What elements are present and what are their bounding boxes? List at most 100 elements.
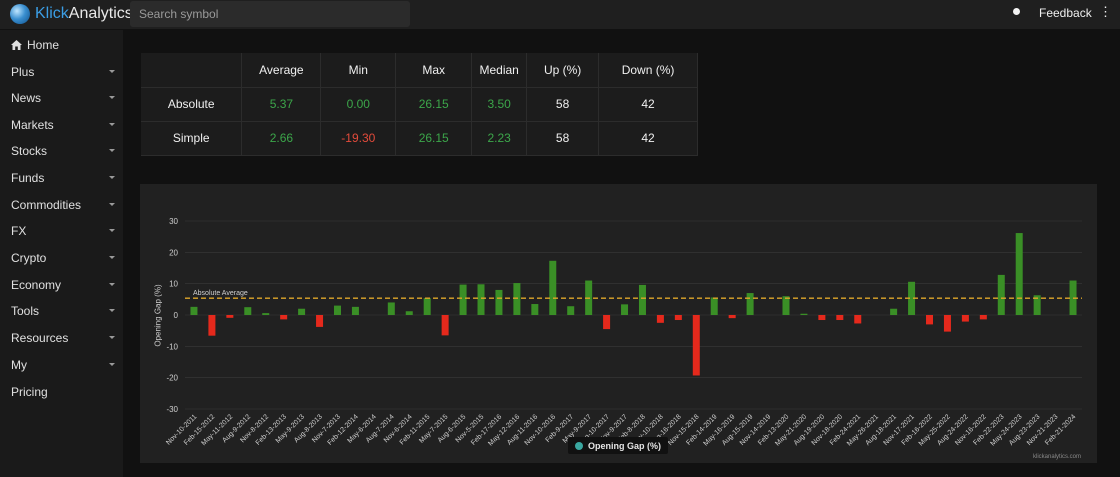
bar: [333, 305, 341, 315]
sidebar-item-label: News: [11, 91, 42, 105]
bar: [890, 308, 898, 315]
max-cell: 26.15: [395, 87, 473, 122]
max-cell: 26.15: [395, 121, 473, 156]
bar: [854, 315, 862, 324]
row-label: Absolute: [141, 87, 243, 122]
bar: [495, 289, 503, 315]
bar: [638, 284, 646, 315]
feedback-link[interactable]: Feedback: [1039, 6, 1092, 20]
y-tick-label: 0: [174, 311, 179, 320]
search-input[interactable]: Search symbol: [130, 1, 410, 27]
median-cell: 2.23: [471, 121, 528, 156]
sidebar-item-commodities[interactable]: Commodities: [11, 195, 119, 215]
sidebar-item-markets[interactable]: Markets: [11, 115, 119, 135]
sidebar-item-resources[interactable]: Resources: [11, 328, 119, 348]
bar: [800, 313, 808, 315]
legend-swatch-icon: [575, 441, 583, 450]
table-row: Simple 2.66 -19.30 26.15 2.23 58 42: [141, 121, 698, 156]
sidebar-item-label: Economy: [11, 278, 62, 292]
brand-name: KlickAnalytics: [35, 5, 133, 22]
top-navigation-bar: KlickAnalytics Search symbol Feedback ⋮: [0, 0, 1120, 30]
sidebar-item-label: Crypto: [11, 251, 47, 265]
down-percent-cell: 42: [598, 87, 698, 122]
chevron-down-icon: [109, 123, 115, 126]
table-header-row: Average Min Max Median Up (%) Down (%): [141, 53, 698, 88]
bar: [387, 302, 395, 315]
y-tick-label: -10: [166, 342, 178, 351]
main-content: Average Min Max Median Up (%) Down (%) A…: [123, 30, 1120, 477]
chart-legend[interactable]: Opening Gap (%): [568, 437, 668, 454]
row-label: Simple: [141, 121, 243, 156]
bar: [244, 307, 252, 315]
column-header: Max: [395, 53, 473, 88]
bar: [836, 315, 844, 321]
bar: [961, 315, 969, 322]
bar: [997, 274, 1005, 315]
sidebar-item-label: Home: [27, 38, 60, 52]
bar: [298, 308, 306, 315]
brand-logo[interactable]: KlickAnalytics: [10, 4, 133, 24]
bar: [280, 315, 288, 320]
sidebar-item-pricing[interactable]: Pricing: [11, 382, 119, 402]
sidebar-item-my[interactable]: My: [11, 355, 119, 375]
y-tick-label: 30: [169, 217, 178, 226]
bar: [405, 311, 413, 315]
bar: [746, 293, 754, 315]
sidebar-item-label: Tools: [11, 304, 40, 318]
sidebar-item-fx[interactable]: FX: [11, 221, 119, 241]
column-header: Median: [471, 53, 528, 88]
theme-toggle-dot-icon[interactable]: [1013, 8, 1020, 15]
sidebar-item-plus[interactable]: Plus: [11, 62, 119, 82]
bar: [316, 315, 324, 327]
opening-gap-chart: 30 20 10 0 -10 -20 -30 Nov-10-2011 Feb-15-2012 Ma…: [140, 184, 1097, 463]
kebab-menu-icon[interactable]: ⋮: [1099, 4, 1112, 19]
bar: [782, 296, 790, 315]
min-cell: -19.30: [320, 121, 397, 156]
sidebar-item-label: Commodities: [11, 198, 82, 212]
chevron-down-icon: [109, 363, 115, 366]
sidebar-item-tools[interactable]: Tools: [11, 301, 119, 321]
stats-table: Average Min Max Median Up (%) Down (%) A…: [141, 53, 698, 156]
median-cell: 3.50: [471, 87, 528, 122]
chevron-down-icon: [109, 256, 115, 259]
sidebar-item-label: Resources: [11, 331, 69, 345]
y-axis-title: Opening Gap (%): [153, 284, 163, 347]
chevron-down-icon: [109, 70, 115, 73]
bar: [979, 315, 987, 320]
bar: [1033, 295, 1041, 315]
sidebar-item-label: Pricing: [11, 385, 48, 399]
bar: [531, 304, 539, 315]
bar: [621, 304, 629, 315]
sidebar-item-label: Plus: [11, 65, 35, 79]
bar: [908, 281, 916, 315]
sidebar-item-funds[interactable]: Funds: [11, 168, 119, 188]
bar: [926, 315, 934, 325]
chevron-down-icon: [109, 96, 115, 99]
bar: [692, 315, 700, 376]
sidebar-item-stocks[interactable]: Stocks: [11, 141, 119, 161]
sidebar-item-label: My: [11, 358, 27, 372]
sidebar-item-crypto[interactable]: Crypto: [11, 248, 119, 268]
sidebar-item-home[interactable]: Home: [11, 35, 119, 55]
globe-logo-icon: [10, 4, 30, 24]
up-percent-cell: 58: [526, 87, 600, 122]
bar: [190, 306, 198, 315]
column-header: Down (%): [598, 53, 698, 88]
bar: [728, 315, 736, 319]
bar: [226, 315, 234, 318]
column-header: [141, 53, 243, 88]
chevron-down-icon: [109, 336, 115, 339]
sidebar-item-news[interactable]: News: [11, 88, 119, 108]
sidebar-item-label: FX: [11, 224, 27, 238]
chevron-down-icon: [109, 176, 115, 179]
min-cell: 0.00: [320, 87, 397, 122]
y-tick-label: 20: [169, 248, 178, 257]
sidebar-item-economy[interactable]: Economy: [11, 275, 119, 295]
chevron-down-icon: [109, 149, 115, 152]
column-header: Up (%): [526, 53, 600, 88]
chevron-down-icon: [109, 229, 115, 232]
y-tick-label: -30: [166, 405, 178, 414]
bar: [674, 315, 682, 321]
bar: [710, 297, 718, 315]
up-percent-cell: 58: [526, 121, 600, 156]
